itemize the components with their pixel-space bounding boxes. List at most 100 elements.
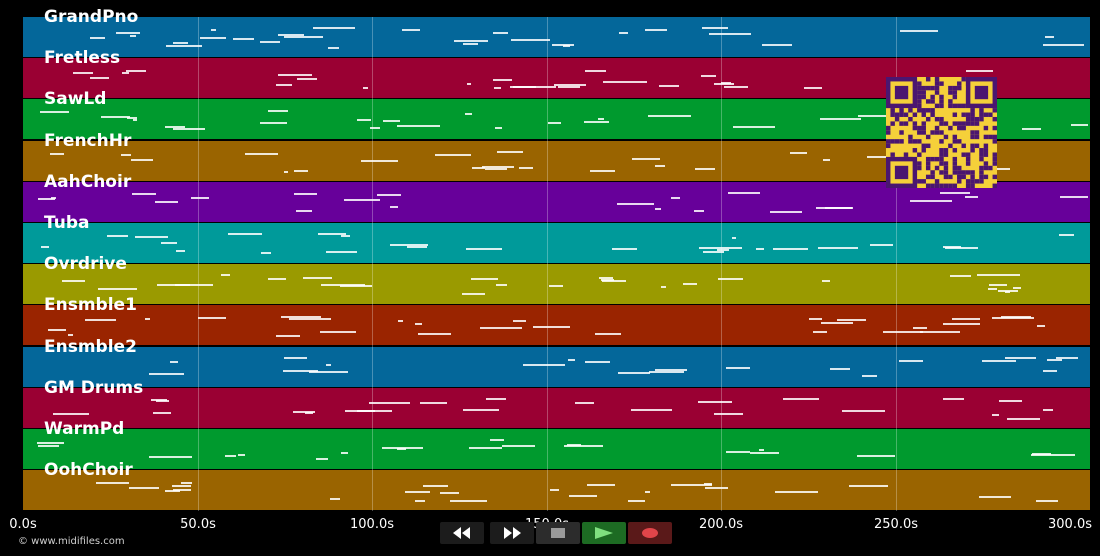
midi-note xyxy=(1005,291,1010,293)
midi-note xyxy=(988,288,997,290)
midi-note xyxy=(98,288,137,290)
time-tick-label: 0.0s xyxy=(9,517,37,532)
midi-note xyxy=(704,483,712,485)
midi-note xyxy=(90,77,109,79)
lane-separator xyxy=(23,140,1090,141)
record-button[interactable] xyxy=(628,522,672,544)
midi-note xyxy=(709,33,751,35)
midi-note xyxy=(714,83,734,85)
midi-note xyxy=(165,126,185,128)
midi-note xyxy=(1037,325,1045,327)
midi-note xyxy=(548,122,561,124)
midi-note xyxy=(1043,409,1053,411)
track-lane[interactable] xyxy=(23,429,1090,469)
midi-note xyxy=(790,152,807,154)
track-lane[interactable] xyxy=(23,17,1090,57)
midi-note xyxy=(37,442,64,444)
midi-note xyxy=(728,192,760,194)
midi-note xyxy=(320,331,356,333)
midi-note xyxy=(344,199,380,201)
midi-note xyxy=(173,489,191,491)
midi-note xyxy=(1071,124,1088,126)
midi-note xyxy=(698,401,732,403)
midi-note xyxy=(773,248,808,250)
midi-note xyxy=(166,45,202,47)
time-gridline xyxy=(547,17,548,511)
midi-note xyxy=(382,447,423,449)
time-tick-label: 200.0s xyxy=(699,517,743,532)
midi-note xyxy=(496,284,507,286)
midi-note xyxy=(1060,196,1088,198)
midi-note xyxy=(221,274,230,276)
midi-note xyxy=(979,496,1011,498)
midi-note xyxy=(762,44,792,46)
midi-note xyxy=(950,275,971,277)
midi-note xyxy=(590,170,615,172)
midi-note xyxy=(466,248,502,250)
midi-note xyxy=(813,331,827,333)
midi-note xyxy=(910,200,952,202)
midi-note xyxy=(899,360,923,362)
midi-note xyxy=(415,323,422,325)
midi-note xyxy=(1032,453,1051,455)
midi-note xyxy=(601,279,614,281)
midi-note xyxy=(418,333,451,335)
midi-note xyxy=(316,458,328,460)
rewind-button[interactable] xyxy=(440,522,484,544)
midi-note xyxy=(822,280,830,282)
midi-note xyxy=(818,247,858,249)
midi-note xyxy=(126,70,146,72)
midi-note xyxy=(145,318,150,320)
midi-note xyxy=(463,409,499,411)
midi-note xyxy=(655,208,661,210)
midi-note xyxy=(999,400,1022,402)
midi-note xyxy=(181,482,192,484)
stop-button[interactable] xyxy=(536,522,580,544)
midi-note xyxy=(245,153,278,155)
midi-note xyxy=(369,402,410,404)
midi-note xyxy=(992,414,999,416)
time-tick-label: 50.0s xyxy=(180,517,216,532)
midi-note xyxy=(1007,418,1040,420)
midi-note xyxy=(655,369,687,371)
midi-note xyxy=(276,335,300,337)
midi-note xyxy=(816,207,853,209)
record-icon xyxy=(642,528,658,538)
midi-note xyxy=(149,373,184,375)
midi-note xyxy=(41,246,49,248)
midi-note xyxy=(858,115,890,117)
midi-note xyxy=(326,364,331,366)
midi-note xyxy=(1056,357,1078,359)
track-lane[interactable] xyxy=(23,305,1090,345)
midi-note xyxy=(726,451,750,453)
play-button[interactable] xyxy=(582,522,626,544)
midi-note xyxy=(149,456,192,458)
track-lane[interactable] xyxy=(23,182,1090,222)
midi-note xyxy=(550,489,559,491)
midi-note xyxy=(284,357,307,359)
midi-note xyxy=(732,237,736,239)
midi-note xyxy=(820,118,861,120)
midi-note xyxy=(85,319,116,321)
rewind-icon xyxy=(453,527,470,539)
midi-note xyxy=(1022,128,1041,130)
midi-note xyxy=(533,326,570,328)
track-lane[interactable] xyxy=(23,223,1090,263)
midi-note xyxy=(297,78,317,80)
midi-note xyxy=(659,85,679,87)
track-lane[interactable] xyxy=(23,347,1090,387)
midi-note xyxy=(90,37,105,39)
midi-note xyxy=(511,39,550,41)
midi-note xyxy=(278,34,304,36)
midi-note xyxy=(68,334,73,336)
midi-note xyxy=(523,364,565,366)
midi-note xyxy=(156,400,169,402)
midi-note xyxy=(1031,454,1075,456)
midi-note xyxy=(920,331,960,333)
fast-forward-button[interactable] xyxy=(490,522,534,544)
midi-note xyxy=(440,492,459,494)
midi-note xyxy=(849,485,888,487)
midi-note xyxy=(989,284,1007,286)
track-lane[interactable] xyxy=(23,388,1090,428)
